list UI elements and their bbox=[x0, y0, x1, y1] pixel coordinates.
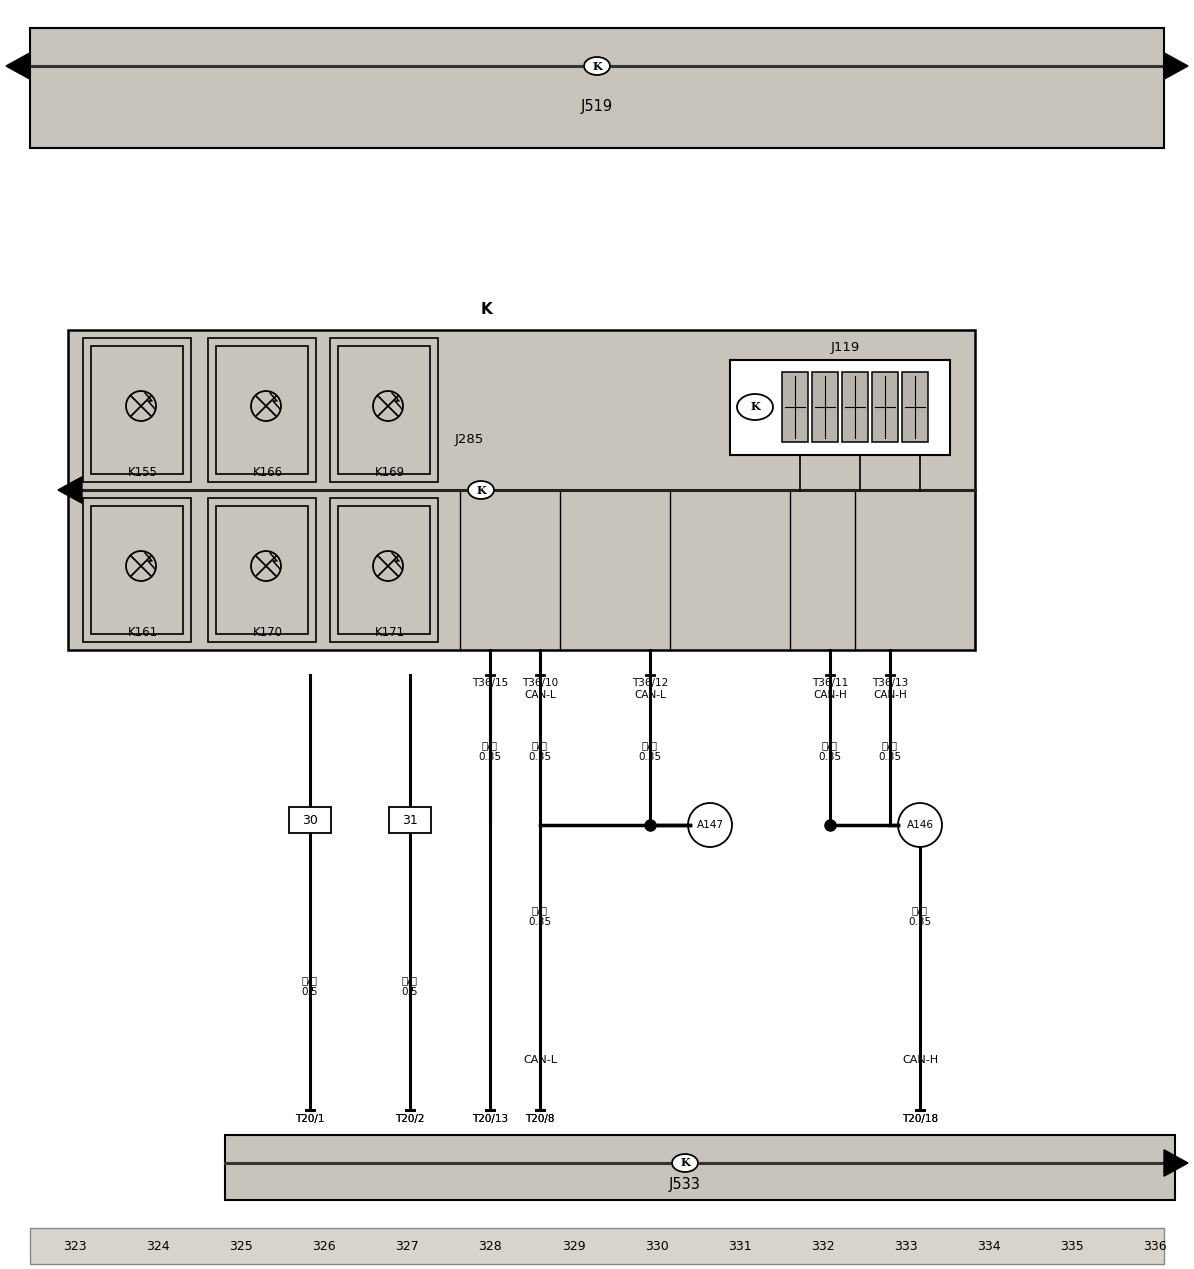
Text: T36/10
CAN-L: T36/10 CAN-L bbox=[522, 678, 558, 699]
Text: T20/8: T20/8 bbox=[525, 1114, 555, 1124]
Text: 橙/棕
0.35: 橙/棕 0.35 bbox=[529, 905, 552, 926]
Text: 橙/绿
0.35: 橙/绿 0.35 bbox=[818, 740, 842, 761]
Text: 325: 325 bbox=[229, 1240, 253, 1253]
FancyBboxPatch shape bbox=[30, 1228, 1164, 1264]
Polygon shape bbox=[6, 53, 30, 79]
Text: K: K bbox=[750, 401, 759, 412]
Text: 330: 330 bbox=[645, 1240, 669, 1253]
Text: J119: J119 bbox=[830, 341, 860, 354]
Text: T36/15: T36/15 bbox=[472, 678, 509, 688]
FancyBboxPatch shape bbox=[289, 807, 331, 832]
Text: T20/8: T20/8 bbox=[525, 1114, 555, 1124]
Text: T20/2: T20/2 bbox=[395, 1114, 425, 1124]
Polygon shape bbox=[1164, 53, 1188, 79]
Text: K: K bbox=[592, 61, 602, 71]
Text: 336: 336 bbox=[1143, 1240, 1167, 1253]
Text: 橙/棕
0.35: 橙/棕 0.35 bbox=[639, 740, 661, 761]
FancyBboxPatch shape bbox=[812, 372, 838, 442]
Text: 328: 328 bbox=[479, 1240, 503, 1253]
Text: T20/2: T20/2 bbox=[395, 1114, 425, 1124]
Text: T20/1: T20/1 bbox=[295, 1114, 325, 1124]
Text: K169: K169 bbox=[375, 466, 405, 478]
Text: T20/13: T20/13 bbox=[472, 1114, 509, 1124]
Text: T20/18: T20/18 bbox=[901, 1114, 938, 1124]
Text: K170: K170 bbox=[253, 626, 283, 638]
Text: 323: 323 bbox=[63, 1240, 87, 1253]
Text: K: K bbox=[481, 302, 493, 317]
Text: 31: 31 bbox=[402, 813, 418, 826]
Text: 331: 331 bbox=[728, 1240, 751, 1253]
Text: 橙/棕
0.35: 橙/棕 0.35 bbox=[529, 740, 552, 761]
Text: 334: 334 bbox=[977, 1240, 1001, 1253]
Text: A146: A146 bbox=[906, 820, 934, 830]
Text: T20/13: T20/13 bbox=[472, 1114, 509, 1124]
Text: 橙/绿
0.35: 橙/绿 0.35 bbox=[909, 905, 931, 926]
Polygon shape bbox=[1164, 1150, 1188, 1176]
FancyBboxPatch shape bbox=[68, 330, 975, 650]
Text: 橙/绿
0.35: 橙/绿 0.35 bbox=[879, 740, 901, 761]
Text: CAN-H: CAN-H bbox=[901, 1055, 938, 1065]
Text: T36/11
CAN-H: T36/11 CAN-H bbox=[812, 678, 848, 699]
Text: 332: 332 bbox=[811, 1240, 835, 1253]
Text: J285: J285 bbox=[455, 434, 485, 447]
Text: J533: J533 bbox=[669, 1178, 701, 1193]
Text: 红/蓝
0.5: 红/蓝 0.5 bbox=[401, 975, 418, 996]
Text: A147: A147 bbox=[696, 820, 724, 830]
Text: 329: 329 bbox=[561, 1240, 585, 1253]
FancyBboxPatch shape bbox=[842, 372, 868, 442]
Text: T36/13
CAN-H: T36/13 CAN-H bbox=[872, 678, 909, 699]
Text: J519: J519 bbox=[581, 99, 613, 113]
Text: 326: 326 bbox=[313, 1240, 336, 1253]
Text: 333: 333 bbox=[894, 1240, 917, 1253]
Polygon shape bbox=[59, 477, 82, 504]
FancyBboxPatch shape bbox=[730, 360, 950, 456]
FancyBboxPatch shape bbox=[872, 372, 898, 442]
Text: K171: K171 bbox=[375, 626, 405, 638]
Text: K155: K155 bbox=[128, 466, 158, 478]
Text: 327: 327 bbox=[395, 1240, 419, 1253]
Text: T20/1: T20/1 bbox=[295, 1114, 325, 1124]
Ellipse shape bbox=[584, 57, 610, 75]
Text: 蓝/黄
0.35: 蓝/黄 0.35 bbox=[479, 740, 501, 761]
Ellipse shape bbox=[672, 1154, 698, 1173]
Text: K: K bbox=[681, 1157, 690, 1169]
FancyBboxPatch shape bbox=[901, 372, 928, 442]
Text: CAN-L: CAN-L bbox=[523, 1055, 556, 1065]
FancyBboxPatch shape bbox=[30, 28, 1164, 148]
Text: K166: K166 bbox=[253, 466, 283, 478]
Text: 335: 335 bbox=[1060, 1240, 1084, 1253]
Text: T20/18: T20/18 bbox=[901, 1114, 938, 1124]
Text: K161: K161 bbox=[128, 626, 158, 638]
Ellipse shape bbox=[468, 481, 494, 499]
FancyBboxPatch shape bbox=[389, 807, 431, 832]
FancyBboxPatch shape bbox=[782, 372, 808, 442]
Ellipse shape bbox=[737, 393, 773, 420]
FancyBboxPatch shape bbox=[224, 1134, 1175, 1200]
Text: 324: 324 bbox=[146, 1240, 170, 1253]
Text: 红/蓝
0.5: 红/蓝 0.5 bbox=[302, 975, 319, 996]
Text: T36/12
CAN-L: T36/12 CAN-L bbox=[632, 678, 669, 699]
Text: 30: 30 bbox=[302, 813, 318, 826]
Text: K: K bbox=[476, 485, 486, 495]
